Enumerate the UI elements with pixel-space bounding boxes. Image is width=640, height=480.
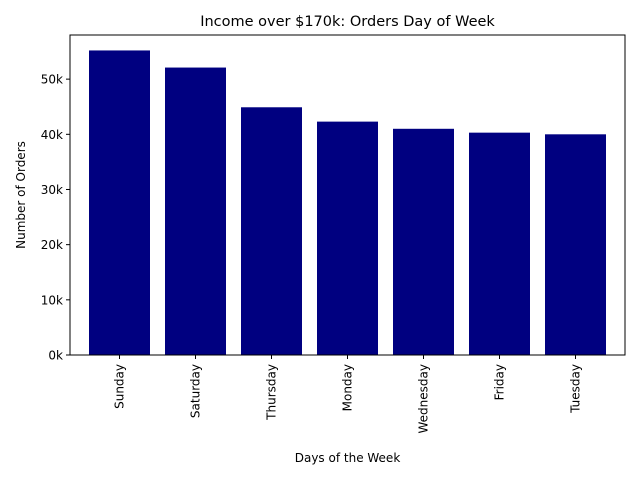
x-tick-label-tuesday: Tuesday <box>569 364 583 414</box>
y-tick-label: 50k <box>41 73 63 87</box>
bars-group <box>89 50 606 356</box>
y-tick-label: 10k <box>41 293 63 307</box>
x-axis: Sunday Saturday Thursday Monday Wednesday Fri… <box>113 355 583 433</box>
bar-monday <box>317 121 378 355</box>
y-tick-label: 20k <box>41 238 63 252</box>
bar-wednesday <box>393 128 454 355</box>
x-tick-label-sunday: Sunday <box>113 364 127 409</box>
chart-title: Income over $170k: Orders Day of Week <box>200 14 495 30</box>
x-tick-label-saturday: Saturday <box>189 364 203 418</box>
x-axis-label: Days of the Week <box>295 451 401 465</box>
y-tick-label: 30k <box>41 183 63 197</box>
x-tick-label-monday: Monday <box>341 364 355 411</box>
x-tick-label-friday: Friday <box>493 364 507 400</box>
y-axis: 0k 10k 20k 30k 40k 50k <box>41 73 70 363</box>
bar-sunday <box>89 50 150 356</box>
bar-tuesday <box>545 134 606 355</box>
x-tick-label-wednesday: Wednesday <box>417 364 431 433</box>
bar-thursday <box>241 107 302 355</box>
y-axis-label: Number of Orders <box>14 141 28 249</box>
x-tick-label-thursday: Thursday <box>265 364 279 421</box>
y-tick-label: 40k <box>41 128 63 142</box>
y-tick-label: 0k <box>48 349 63 363</box>
bar-friday <box>469 132 530 355</box>
plot-frame <box>69 34 626 356</box>
bar-saturday <box>165 67 226 355</box>
